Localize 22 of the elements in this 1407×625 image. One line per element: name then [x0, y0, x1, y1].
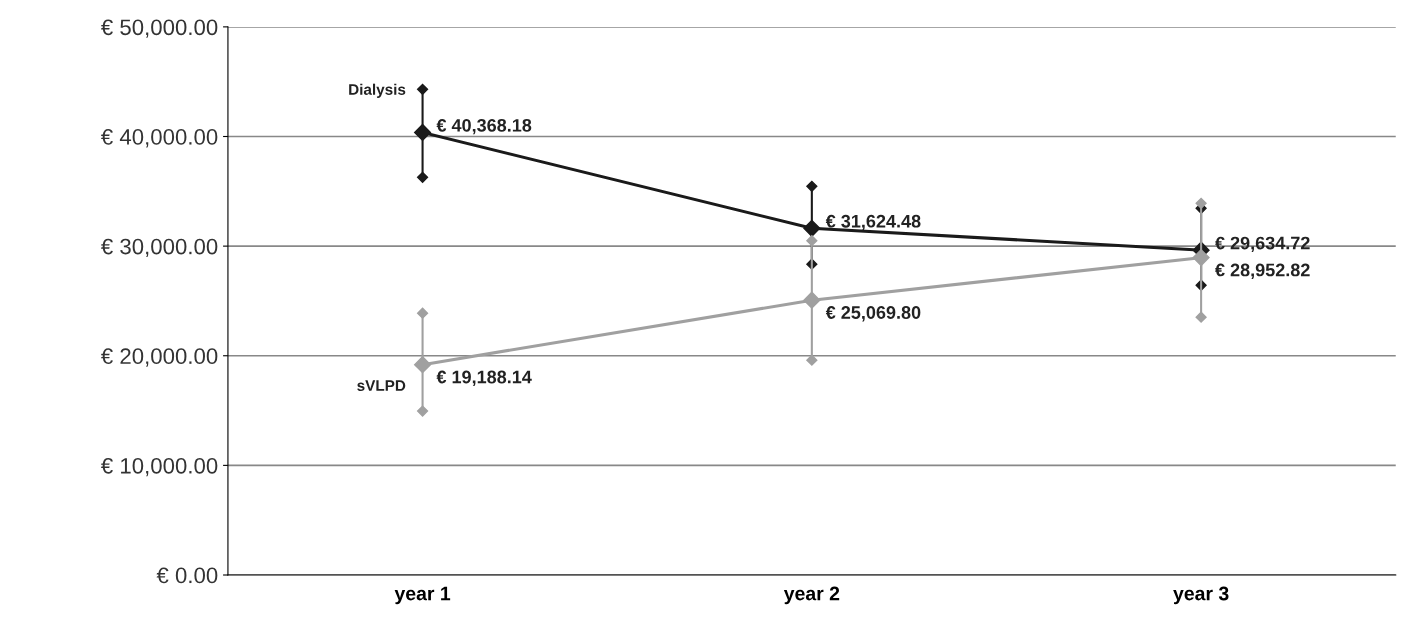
- series-label: sVLPD: [357, 380, 406, 391]
- y-tick-label: € 50,000.00: [101, 19, 218, 38]
- data-label: € 19,188.14: [436, 370, 532, 386]
- y-tick-label: € 10,000.00: [101, 457, 218, 477]
- point: [803, 219, 821, 237]
- data-label: € 31,624.48: [825, 214, 921, 231]
- x-tick-label: year 3: [1173, 586, 1229, 605]
- point: [414, 356, 432, 374]
- point: [414, 123, 432, 142]
- data-label: € 28,952.82: [1215, 263, 1310, 279]
- legend-label: Dialysis: [349, 83, 406, 98]
- point: [803, 291, 821, 309]
- y-tick-label: € 0.00: [156, 567, 218, 584]
- y-tick-label: € 40,000.00: [101, 129, 218, 148]
- x-tick-label: year 1: [394, 586, 451, 605]
- data-label: € 40,368.18: [436, 118, 532, 135]
- data-label: € 25,069.80: [825, 306, 921, 322]
- point: [1192, 249, 1210, 267]
- data-label: € 29,634.72: [1215, 236, 1310, 253]
- x-tick-label: year 2: [783, 586, 840, 605]
- y-tick-label: € 20,000.00: [101, 348, 218, 367]
- y-tick-label: € 30,000.00: [101, 238, 218, 258]
